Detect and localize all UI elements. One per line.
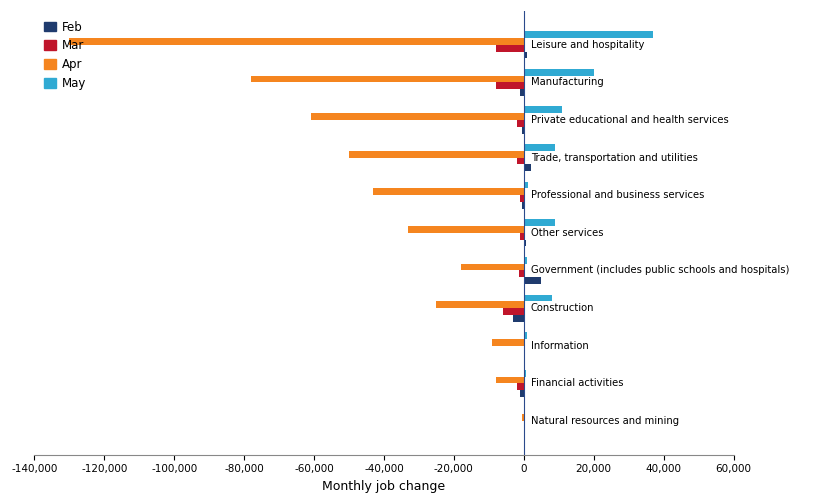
Text: Information: Information bbox=[531, 341, 589, 351]
Bar bbox=[495, 45, 524, 51]
Bar bbox=[70, 38, 524, 45]
Bar bbox=[524, 370, 526, 376]
Bar bbox=[503, 308, 524, 315]
Bar bbox=[495, 376, 524, 384]
Bar bbox=[524, 239, 526, 246]
Bar bbox=[524, 106, 563, 113]
Bar bbox=[517, 120, 524, 127]
Bar bbox=[522, 414, 524, 421]
Legend: Feb, Mar, Apr, May: Feb, Mar, Apr, May bbox=[40, 17, 89, 94]
Bar bbox=[524, 257, 527, 264]
Text: Natural resources and mining: Natural resources and mining bbox=[531, 416, 679, 426]
Bar bbox=[524, 182, 528, 188]
Bar bbox=[514, 315, 524, 322]
Text: Government (includes public schools and hospitals): Government (includes public schools and … bbox=[531, 266, 790, 276]
Bar bbox=[518, 271, 524, 277]
Bar bbox=[520, 233, 524, 239]
Bar bbox=[522, 127, 524, 134]
Bar bbox=[524, 69, 594, 76]
Bar bbox=[409, 226, 524, 233]
Bar bbox=[520, 390, 524, 397]
Bar bbox=[517, 158, 524, 164]
Bar bbox=[373, 188, 524, 195]
Text: Manufacturing: Manufacturing bbox=[531, 78, 604, 87]
Bar bbox=[524, 332, 527, 339]
Bar bbox=[524, 31, 654, 38]
Text: Other services: Other services bbox=[531, 228, 604, 238]
Bar bbox=[251, 76, 524, 83]
Text: Private educational and health services: Private educational and health services bbox=[531, 115, 729, 125]
Bar bbox=[492, 339, 524, 346]
Bar bbox=[524, 164, 531, 171]
Text: Construction: Construction bbox=[531, 303, 595, 313]
Bar bbox=[524, 277, 541, 284]
Text: Trade, transportation and utilities: Trade, transportation and utilities bbox=[531, 153, 698, 163]
Bar bbox=[520, 195, 524, 202]
Bar bbox=[437, 301, 524, 308]
Bar bbox=[524, 294, 552, 301]
Bar bbox=[310, 113, 524, 120]
Text: Professional and business services: Professional and business services bbox=[531, 190, 704, 200]
Bar bbox=[495, 83, 524, 89]
Bar bbox=[461, 264, 524, 271]
Bar bbox=[522, 202, 524, 209]
Bar bbox=[524, 219, 555, 226]
Text: Financial activities: Financial activities bbox=[531, 379, 623, 388]
Bar bbox=[524, 51, 527, 58]
Bar bbox=[349, 151, 524, 158]
Text: Leisure and hospitality: Leisure and hospitality bbox=[531, 40, 645, 50]
Bar bbox=[524, 144, 555, 151]
Bar bbox=[517, 384, 524, 390]
X-axis label: Monthly job change: Monthly job change bbox=[323, 480, 446, 493]
Bar bbox=[520, 89, 524, 96]
